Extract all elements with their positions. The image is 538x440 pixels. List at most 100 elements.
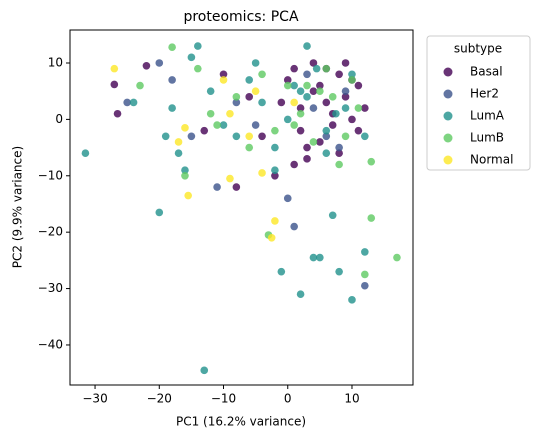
point [200,366,209,375]
point [206,109,215,118]
point [335,149,343,158]
point [232,93,241,101]
point [277,98,286,107]
point [322,126,331,135]
point [348,115,356,124]
point [136,81,144,90]
point [155,59,164,67]
y-tick-label: −20 [38,225,63,239]
point [184,191,192,200]
point [290,98,298,107]
point [258,70,266,79]
y-tick-label: −10 [38,168,63,182]
point [226,109,234,118]
x-tick-label: −30 [82,392,107,406]
point [361,104,369,112]
point [187,132,196,141]
legend-marker [443,155,453,165]
point [354,126,363,135]
point [322,132,331,141]
point [316,87,324,95]
point [81,149,90,158]
point [245,93,254,101]
point [181,171,189,180]
point [303,155,311,163]
x-tick-label: 10 [344,392,359,406]
point [129,98,138,107]
point [328,121,337,129]
point [348,70,356,79]
legend-label: Her2 [470,87,499,101]
point [194,42,202,50]
point [303,93,311,101]
legend-label: LumB [470,131,504,145]
point [113,109,122,118]
point [393,253,401,262]
point [296,126,305,135]
point [155,208,164,217]
x-tick-label: −20 [147,392,172,406]
point [309,253,318,262]
point [309,59,318,67]
point [245,76,254,84]
point [361,281,369,290]
legend-label: Basal [470,65,503,79]
point [341,87,350,95]
point [341,104,350,112]
legend-title: subtype [454,42,502,56]
point [181,166,189,174]
point [290,160,298,169]
legend-marker [443,133,453,143]
x-axis-label: PC1 (16.2% variance) [176,415,306,429]
point [296,290,305,299]
point [174,138,183,146]
point [219,121,228,129]
point [335,70,343,79]
point [354,81,363,90]
point [245,143,254,152]
legend-marker [443,67,453,77]
x-tick-label: −10 [211,392,236,406]
point [277,267,286,276]
point [213,121,221,129]
point [367,214,376,222]
point [258,169,266,177]
point [168,76,176,84]
point [348,76,356,84]
y-axis-label: PC2 (9.9% variance) [11,146,25,268]
point [174,149,183,158]
point [335,267,343,276]
point [267,234,276,242]
point [309,104,318,112]
point [316,253,324,262]
point [219,70,228,79]
point [168,43,176,52]
point [328,93,337,101]
point [354,104,363,112]
point [271,217,279,225]
point [335,160,343,169]
point [290,121,298,129]
point [322,98,331,107]
point [258,98,266,107]
plot-frame [69,29,414,386]
point [316,81,324,90]
y-tick-label: −40 [38,337,63,351]
point [110,80,119,89]
point [332,109,340,118]
point [322,64,331,73]
point [245,132,254,141]
legend-box [426,35,531,171]
point [361,248,369,256]
point [258,132,266,141]
point [303,70,311,79]
point [219,76,228,84]
point [271,126,279,135]
point [316,138,324,146]
point [251,59,260,67]
point [290,81,298,90]
point [341,93,350,101]
legend-label: LumA [470,109,505,123]
point [194,64,202,73]
